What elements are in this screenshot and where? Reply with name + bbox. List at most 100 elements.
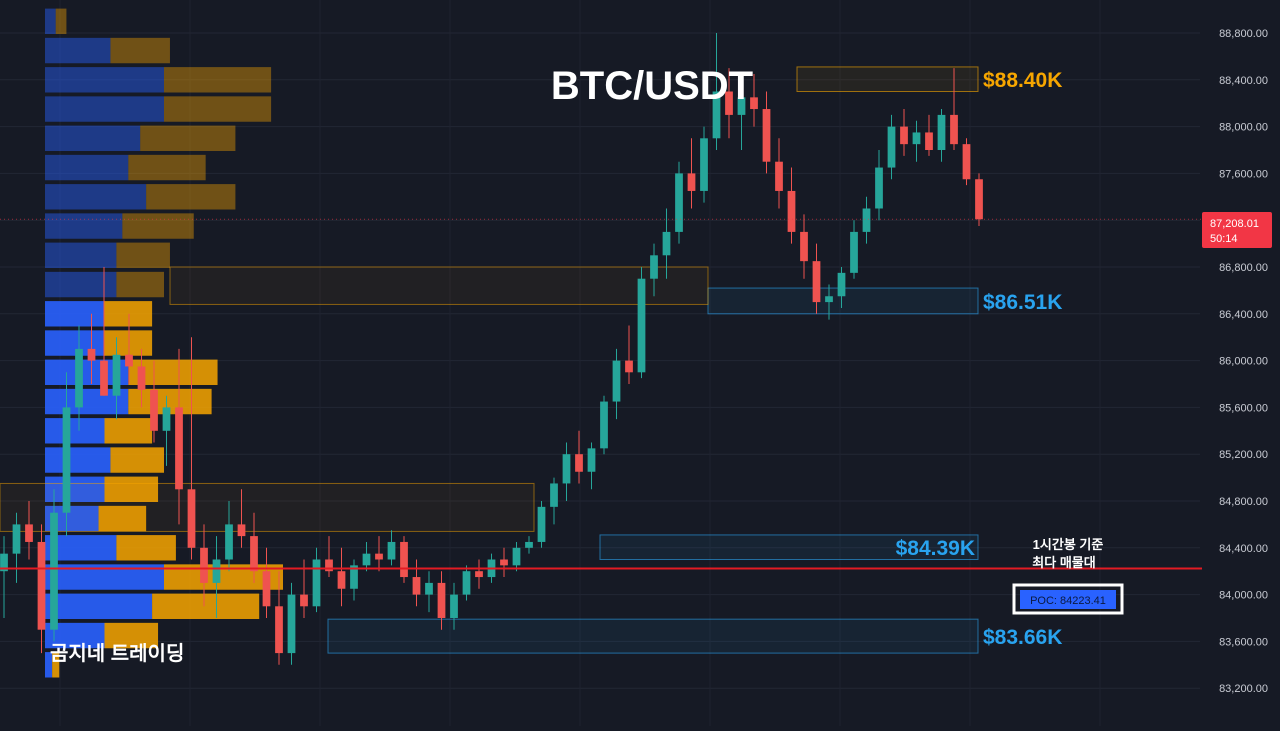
y-tick-label: 88,000.00 <box>1219 122 1268 134</box>
candle-body <box>662 231 671 256</box>
poc-badge-label: POC: 84223.41 <box>1030 595 1106 607</box>
level-label: $88.40K <box>983 69 1062 92</box>
candle-body <box>937 114 946 150</box>
volume-profile-buy-bar <box>45 242 117 268</box>
candle-body <box>212 559 221 583</box>
volume-profile-sell-bar <box>98 505 147 532</box>
volume-profile-sell-bar <box>52 652 60 678</box>
level-zone <box>327 618 979 654</box>
candle-body <box>912 132 921 145</box>
volume-profile-buy-bar <box>45 330 105 356</box>
candle-body <box>112 354 121 396</box>
candle-body <box>400 541 408 578</box>
price-axis[interactable]: 88,800.00 88,400.00 88,000.00 87,600.00 86,8… <box>1219 28 1268 695</box>
candle-body <box>362 553 371 566</box>
candle-body <box>175 407 183 490</box>
y-tick-label: 85,600.00 <box>1219 402 1268 414</box>
candle-body <box>700 138 708 191</box>
candle-body <box>537 506 546 542</box>
poc-badge <box>1020 590 1116 609</box>
volume-profile-sell-bar <box>146 184 236 210</box>
history-zone <box>169 266 709 305</box>
y-tick-label: 84,400.00 <box>1219 543 1268 555</box>
y-tick-label: 84,000.00 <box>1219 590 1268 602</box>
candle-body <box>462 571 471 595</box>
volume-profile-buy-bar <box>45 213 123 239</box>
candle-body <box>350 565 358 589</box>
candle-body <box>975 179 983 220</box>
volume-profile-sell-bar <box>116 535 176 561</box>
candle-body <box>137 366 146 390</box>
candle-body <box>500 559 508 566</box>
volume-profile-sell-bar <box>128 154 206 181</box>
volume-profile-sell-bar <box>140 125 236 151</box>
candle-body <box>850 231 858 273</box>
candle-body <box>262 571 271 607</box>
candle-body <box>512 547 521 566</box>
volume-profile-sell-bar <box>152 593 260 619</box>
candle-body <box>862 208 871 232</box>
volume-profile-buy-bar <box>45 593 153 619</box>
candle-body <box>287 594 296 654</box>
candle-body <box>950 114 958 145</box>
candles <box>0 33 983 665</box>
candle-body <box>62 407 71 513</box>
volume-profile-buy-bar <box>45 125 141 151</box>
volume-profile-buy-bar <box>45 447 111 473</box>
candle-body <box>775 161 783 191</box>
volume-profile-sell-bar <box>164 67 272 93</box>
candle-body <box>162 407 171 431</box>
candle-body <box>475 571 483 578</box>
candle-body <box>375 553 383 560</box>
volume-profile-sell-bar <box>110 37 170 64</box>
candle-body <box>650 255 658 279</box>
candle-body <box>325 559 333 572</box>
candle-body <box>812 261 821 303</box>
candle-body <box>637 278 646 373</box>
candle-body <box>37 541 46 630</box>
volume-profile-buy-bar <box>45 8 56 34</box>
candle-body <box>525 541 533 548</box>
candle-body <box>887 126 896 168</box>
volume-profile-sell-bar <box>116 242 170 268</box>
volume-profile-sell-bar <box>104 622 159 649</box>
candle-body <box>762 109 771 162</box>
volume-profile-sell-bar <box>55 8 67 34</box>
volume-profile-buy-bar <box>45 96 164 122</box>
candle-body <box>800 231 808 262</box>
level-zones <box>0 66 979 654</box>
poc-note-line1: 1시간봉 기준 <box>1033 537 1104 552</box>
volume-profile-sell-bar <box>164 96 272 122</box>
last-price-label: 87,208.01 <box>1210 218 1259 230</box>
y-tick-label: 86,800.00 <box>1219 262 1268 274</box>
candle-body <box>250 536 258 572</box>
poc-note-line2: 최다 매물대 <box>1032 555 1095 570</box>
candle-body <box>312 559 321 607</box>
volume-profile-sell-bar <box>104 476 159 502</box>
level-zone <box>796 66 979 92</box>
y-tick-label: 85,200.00 <box>1219 449 1268 461</box>
candle-body <box>412 577 421 595</box>
volume-profile-buy-bar <box>45 271 117 298</box>
candle-body <box>837 272 846 297</box>
volume-profile-sell-bar <box>104 301 153 327</box>
candle-body <box>450 594 458 618</box>
candle-body <box>75 348 83 408</box>
candle-body <box>100 360 108 396</box>
candle-body <box>875 167 883 209</box>
volume-profile-sell-bar <box>110 447 164 473</box>
candle-body <box>612 360 621 402</box>
candle-body <box>725 91 733 115</box>
candle-body <box>687 173 696 191</box>
candle-body <box>925 132 933 150</box>
candle-body <box>550 483 558 507</box>
volume-profile-buy-bar <box>45 476 105 502</box>
volume-profile-buy-bar <box>45 652 53 678</box>
volume-profile-sell-bar <box>104 330 153 356</box>
y-tick-label: 86,000.00 <box>1219 356 1268 368</box>
candle-body <box>225 524 233 560</box>
candle-body <box>737 97 746 115</box>
candle-body <box>562 454 571 484</box>
